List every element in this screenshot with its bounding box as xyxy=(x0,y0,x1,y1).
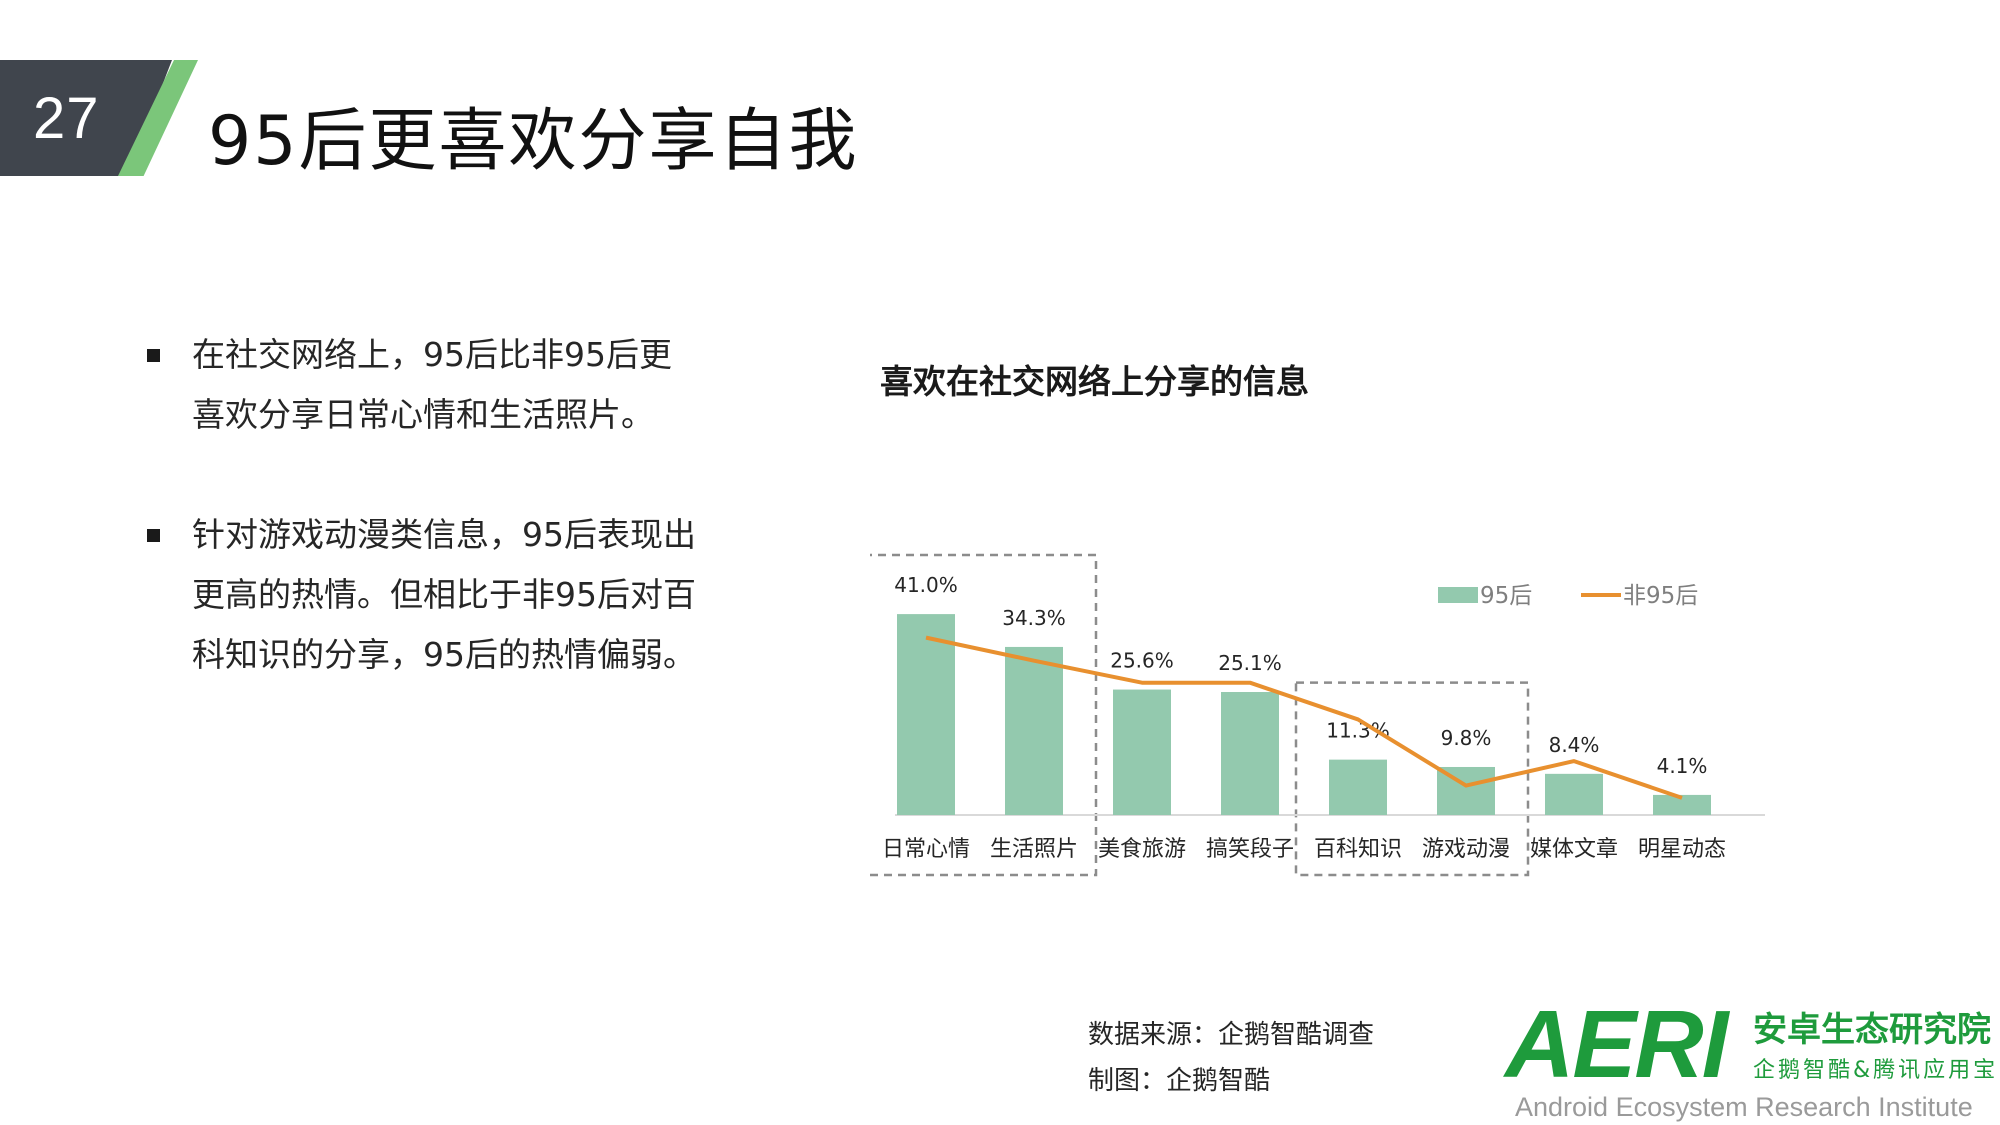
bar-95hou xyxy=(1653,794,1711,815)
bar-value-label: 9.8% xyxy=(1441,726,1492,750)
bar-value-label: 25.1% xyxy=(1218,651,1282,675)
category-tick-label: 搞笑段子 xyxy=(1206,837,1294,862)
bar-value-label: 4.1% xyxy=(1657,754,1708,778)
bar-95hou xyxy=(1113,689,1171,815)
bar-line-chart: 41.0% 日常心情 34.3% 生活照片 25.6% 美食旅游 25.1% 搞笑段子 11.3… xyxy=(870,553,1765,877)
logo-chinese-name: 安卓生态研究院 xyxy=(1753,1010,1991,1050)
highlight-box xyxy=(870,553,1098,877)
logo-subtitle: 企鹅智酷&腾讯应用宝 xyxy=(1753,1058,1999,1083)
line-fei95hou xyxy=(925,635,1683,800)
source-line: 数据来源：企鹅智酷调查 xyxy=(1088,1020,1375,1050)
bar-value-label: 11.3% xyxy=(1326,719,1390,743)
logo-english-name: Android Ecosystem Research Institute xyxy=(1515,1092,1973,1122)
bar-95hou xyxy=(1329,759,1387,815)
page-title: 95后更喜欢分享自我 xyxy=(208,102,859,181)
bar-value-label: 25.6% xyxy=(1110,649,1174,673)
logo-mark: AERI xyxy=(1505,991,1728,1098)
bullet-list: 在社交网络上，95后比非95后更喜欢分享日常心情和生活照片。 针对游戏动漫类信息… xyxy=(140,325,700,685)
bullet-square-icon xyxy=(147,529,160,542)
bullet-square-icon xyxy=(147,349,160,362)
category-tick-label: 日常心情 xyxy=(882,837,970,862)
category-tick-label: 美食旅游 xyxy=(1098,837,1186,862)
bar-95hou xyxy=(1221,692,1279,815)
bar-value-label: 8.4% xyxy=(1549,733,1600,757)
category-tick-label: 媒体文章 xyxy=(1530,837,1618,862)
bullet-item: 针对游戏动漫类信息，95后表现出更高的热情。但相比于非95后对百科知识的分享，9… xyxy=(140,505,700,685)
aeri-logo: AERI 安卓生态研究院 企鹅智酷&腾讯应用宝 Android Ecosyste… xyxy=(1505,991,1999,1125)
bullet-item: 在社交网络上，95后比非95后更喜欢分享日常心情和生活照片。 xyxy=(140,325,700,445)
bar-95hou xyxy=(1005,646,1063,815)
category-tick-label: 生活照片 xyxy=(990,837,1078,862)
bullet-text: 在社交网络上，95后比非95后更喜欢分享日常心情和生活照片。 xyxy=(192,335,672,434)
bullet-text: 针对游戏动漫类信息，95后表现出更高的热情。但相比于非95后对百科知识的分享，9… xyxy=(192,515,696,674)
category-tick-label: 百科知识 xyxy=(1314,837,1402,862)
category-tick-label: 明星动态 xyxy=(1638,837,1726,862)
credit-line: 制图：企鹅智酷 xyxy=(1088,1066,1271,1096)
bar-value-label: 34.3% xyxy=(1002,606,1066,630)
chart-title: 喜欢在社交网络上分享的信息 xyxy=(880,362,1309,401)
category-tick-label: 游戏动漫 xyxy=(1422,837,1510,862)
slide-number: 27 xyxy=(33,86,100,151)
legend-label-95hou: 95后 xyxy=(1480,583,1532,609)
data-source: 数据来源：企鹅智酷调查 制图：企鹅智酷 xyxy=(1088,1012,1374,1104)
bar-95hou xyxy=(897,614,955,815)
bar-95hou xyxy=(1545,773,1603,815)
legend-label-fei95hou: 非95后 xyxy=(1623,583,1698,609)
bar-value-label: 41.0% xyxy=(894,573,958,597)
legend-swatch-95hou xyxy=(1438,587,1478,603)
highlight-box xyxy=(1294,681,1530,877)
